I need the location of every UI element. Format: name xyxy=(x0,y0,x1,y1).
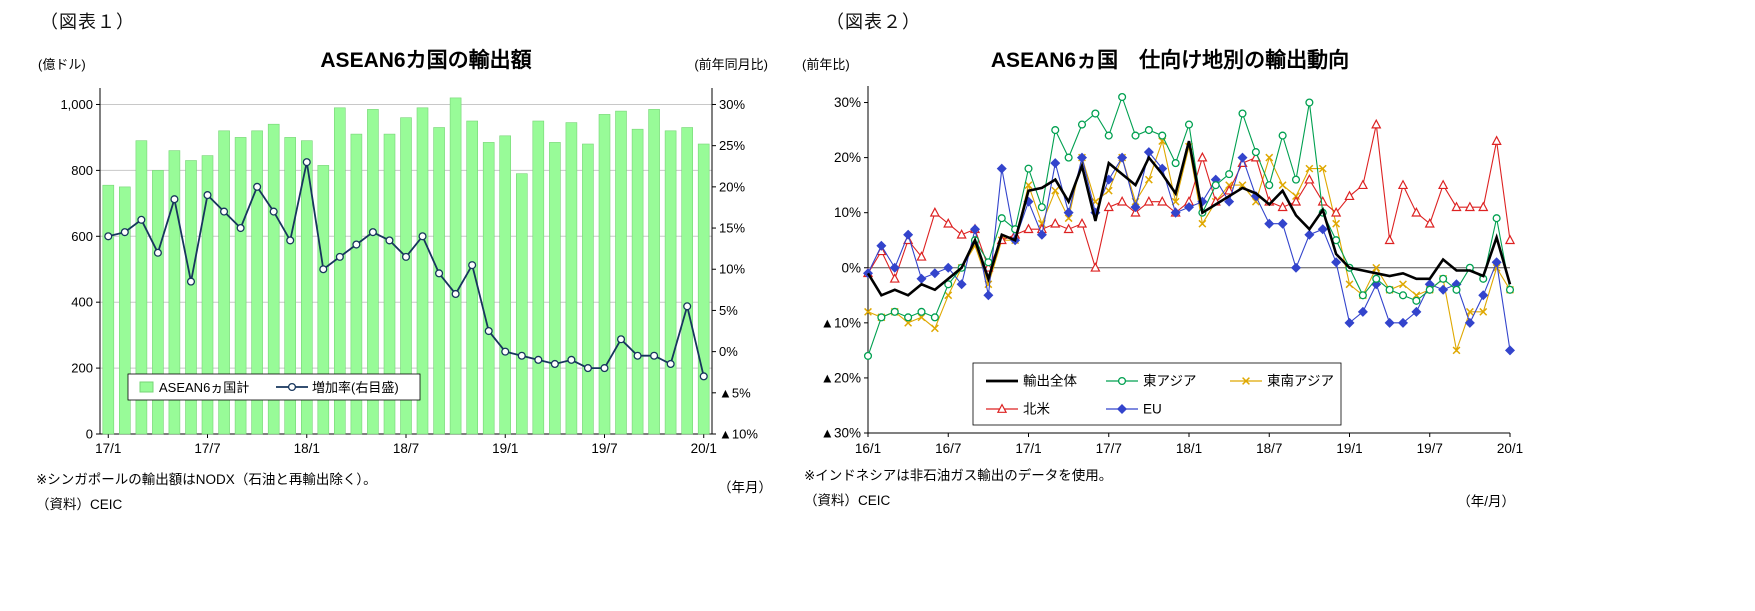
svg-text:▲10%: ▲10% xyxy=(821,315,861,330)
svg-text:16/7: 16/7 xyxy=(935,441,961,456)
fig1-x-axis-unit: （年月） xyxy=(718,480,772,495)
svg-text:増加率(右目盛): 増加率(右目盛) xyxy=(312,380,399,395)
fig1-note: ※シンガポールの輸出額はNODX（石油と再輸出除く）。 xyxy=(36,472,377,487)
svg-text:東南アジア: 東南アジア xyxy=(1267,374,1334,389)
svg-text:0: 0 xyxy=(86,427,93,442)
svg-text:18/1: 18/1 xyxy=(1176,441,1202,456)
svg-text:0%: 0% xyxy=(719,344,738,359)
fig2-note: ※インドネシアは非石油ガス輸出のデータを使用。 xyxy=(804,468,1113,483)
svg-text:5%: 5% xyxy=(719,303,738,318)
svg-text:30%: 30% xyxy=(834,95,861,110)
svg-text:15%: 15% xyxy=(719,221,745,236)
fig1-caption: （図表１） xyxy=(40,12,135,32)
svg-text:▲20%: ▲20% xyxy=(821,370,861,385)
svg-text:▲10%: ▲10% xyxy=(719,427,758,442)
svg-text:20%: 20% xyxy=(834,150,861,165)
svg-text:800: 800 xyxy=(71,163,93,178)
svg-text:輸出全体: 輸出全体 xyxy=(1023,373,1077,389)
fig2-caption: （図表２） xyxy=(826,12,921,32)
svg-text:16/1: 16/1 xyxy=(855,441,881,456)
svg-text:200: 200 xyxy=(71,361,93,376)
export-value-bar-chart: 0 200 400 600 800 1,000 30% 25% 20% 15% 10% 5% 0% ▲5%… xyxy=(60,88,758,456)
svg-text:10%: 10% xyxy=(719,262,745,277)
svg-text:20/1: 20/1 xyxy=(691,441,717,456)
svg-text:17/1: 17/1 xyxy=(1015,441,1041,456)
svg-text:25%: 25% xyxy=(719,138,745,153)
fig2-title: ASEAN6ヵ国 仕向け地別の輸出動向 xyxy=(990,49,1350,72)
svg-text:20%: 20% xyxy=(719,179,745,194)
svg-text:東アジア: 東アジア xyxy=(1143,374,1196,389)
fig1-source: （資料）CEIC xyxy=(36,497,123,512)
fig2-x-axis-unit: （年/月） xyxy=(1457,494,1515,509)
svg-text:1,000: 1,000 xyxy=(60,97,93,112)
svg-text:18/7: 18/7 xyxy=(1256,441,1282,456)
svg-text:ASEAN6ヵ国計: ASEAN6ヵ国計 xyxy=(159,380,249,395)
svg-text:19/1: 19/1 xyxy=(492,441,518,456)
fig1-left-axis-unit: (億ドル) xyxy=(38,57,86,72)
fig1-title: ASEAN6カ国の輸出額 xyxy=(320,49,532,72)
svg-text:20/1: 20/1 xyxy=(1497,441,1523,456)
svg-text:600: 600 xyxy=(71,229,93,244)
svg-text:北米: 北米 xyxy=(1023,402,1051,417)
svg-text:19/1: 19/1 xyxy=(1336,441,1362,456)
svg-text:19/7: 19/7 xyxy=(1417,441,1443,456)
svg-text:18/1: 18/1 xyxy=(294,441,320,456)
svg-text:▲30%: ▲30% xyxy=(821,426,861,441)
fig1-right-axis-unit: (前年同月比) xyxy=(694,57,768,72)
svg-text:19/7: 19/7 xyxy=(591,441,617,456)
svg-text:▲5%: ▲5% xyxy=(719,385,751,400)
svg-text:17/7: 17/7 xyxy=(1096,441,1122,456)
fig2-source: （資料）CEIC xyxy=(804,493,891,508)
svg-text:400: 400 xyxy=(71,295,93,310)
fig2-left-axis-unit: (前年比) xyxy=(802,57,850,72)
export-trend-line-chart: 30% 20% 10% 0% ▲10% ▲20% ▲30%16/1 16/7 17/1 17/7 1… xyxy=(821,86,1523,456)
svg-text:0%: 0% xyxy=(841,260,861,275)
svg-text:17/1: 17/1 xyxy=(95,441,121,456)
svg-text:18/7: 18/7 xyxy=(393,441,419,456)
svg-text:30%: 30% xyxy=(719,97,745,112)
svg-text:10%: 10% xyxy=(834,205,861,220)
svg-text:17/7: 17/7 xyxy=(194,441,220,456)
svg-text:EU: EU xyxy=(1143,402,1162,417)
